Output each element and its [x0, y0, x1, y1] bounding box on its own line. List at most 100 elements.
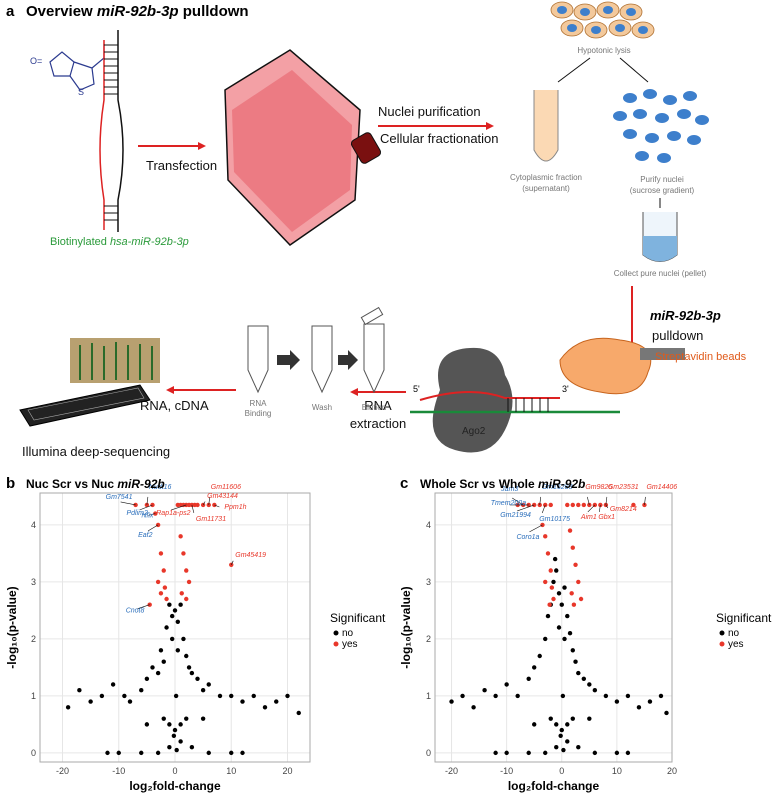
point — [184, 568, 189, 573]
gene-label: Gm10175 — [539, 516, 570, 523]
title-part: Whole Scr vs Whole — [420, 477, 538, 491]
point — [554, 744, 559, 750]
point — [581, 502, 587, 508]
y-tick-label: 2 — [31, 634, 36, 644]
point — [161, 716, 166, 721]
point — [573, 562, 578, 568]
point — [631, 502, 636, 508]
point — [543, 579, 548, 585]
legend-swatch — [719, 641, 725, 647]
point — [573, 659, 578, 664]
point — [161, 659, 166, 664]
annotation-leader — [512, 497, 524, 506]
point — [567, 528, 573, 533]
legend-label: yes — [728, 639, 744, 650]
legend-label: no — [728, 628, 740, 639]
step-label: Nuclei purification — [378, 104, 481, 119]
x-tick-label: 20 — [667, 766, 677, 776]
probe-label: Biotinylated hsa-miR-92b-3p — [50, 236, 189, 248]
point — [567, 630, 573, 636]
gene-label: Gm9826 — [585, 484, 612, 491]
point — [554, 722, 559, 727]
plot-background — [435, 493, 672, 762]
panel-label: b — [6, 475, 15, 492]
annotation-leader — [644, 496, 646, 506]
point — [174, 747, 179, 753]
annotation-leader — [202, 501, 206, 506]
point — [178, 739, 183, 744]
point — [173, 693, 179, 699]
fraction-label: (sucrose gradient) — [630, 186, 695, 195]
point — [576, 670, 581, 676]
point — [569, 591, 574, 596]
y-tick-label: 1 — [31, 691, 36, 701]
annotation-leader — [605, 504, 609, 509]
y-tick-label: 0 — [426, 748, 431, 758]
atom: O= — [30, 56, 42, 66]
point — [460, 693, 465, 699]
y-tick-label: 4 — [426, 520, 431, 530]
end-label: 5' — [413, 384, 420, 394]
legend-swatch — [719, 630, 725, 636]
panel-label: a — [6, 3, 15, 20]
point — [150, 665, 155, 670]
point — [122, 693, 127, 699]
point — [169, 613, 175, 619]
point — [565, 502, 570, 508]
point — [565, 613, 570, 619]
point — [664, 710, 669, 716]
point — [181, 636, 186, 642]
point — [548, 502, 553, 508]
y-tick-label: 0 — [31, 748, 36, 758]
point — [543, 534, 548, 539]
point — [116, 750, 121, 756]
legend-label: yes — [342, 639, 358, 650]
nuclei — [613, 89, 709, 163]
point — [449, 699, 454, 704]
point — [240, 750, 245, 756]
point — [161, 568, 166, 573]
point — [172, 727, 178, 733]
cells — [550, 1, 655, 39]
point — [576, 579, 581, 585]
point — [178, 534, 183, 539]
point — [571, 602, 577, 607]
point — [587, 716, 592, 721]
annotation-leader — [147, 524, 159, 532]
point — [139, 687, 144, 693]
point — [184, 716, 189, 721]
x-tick-label: 10 — [226, 766, 236, 776]
point — [636, 705, 642, 710]
fraction-label: (supernatant) — [522, 184, 570, 193]
x-axis-label: log₂fold-change — [129, 779, 221, 793]
point — [184, 653, 189, 659]
tube — [533, 90, 559, 162]
point — [532, 502, 537, 508]
title-part: miR-92b — [538, 477, 585, 491]
point — [77, 687, 82, 693]
gene-label: Nfix — [141, 513, 154, 520]
point — [570, 502, 575, 508]
step-label: Transfection — [146, 158, 217, 173]
point — [570, 648, 575, 653]
point — [493, 693, 498, 699]
fraction-label: Collect pure nuclei (pellet) — [614, 269, 707, 278]
gene-label: Gm43144 — [207, 493, 238, 500]
flowcell-lane — [27, 387, 145, 421]
step-label: Illumina deep-sequencing — [22, 444, 170, 459]
point — [551, 579, 556, 585]
gene-label: Rap1a-ps2 — [156, 510, 190, 517]
point — [548, 716, 553, 721]
point — [532, 665, 537, 670]
point — [144, 676, 150, 681]
point — [559, 727, 564, 733]
point — [598, 502, 603, 508]
y-axis-label: -log₁₀(p-value) — [5, 586, 19, 668]
y-tick-label: 4 — [31, 520, 36, 530]
annotation-leader — [139, 504, 153, 511]
point — [548, 568, 553, 573]
legend-title: Significant — [330, 611, 386, 625]
point — [212, 502, 217, 508]
step-label: RNA, cDNA — [140, 398, 209, 413]
point — [545, 613, 551, 619]
